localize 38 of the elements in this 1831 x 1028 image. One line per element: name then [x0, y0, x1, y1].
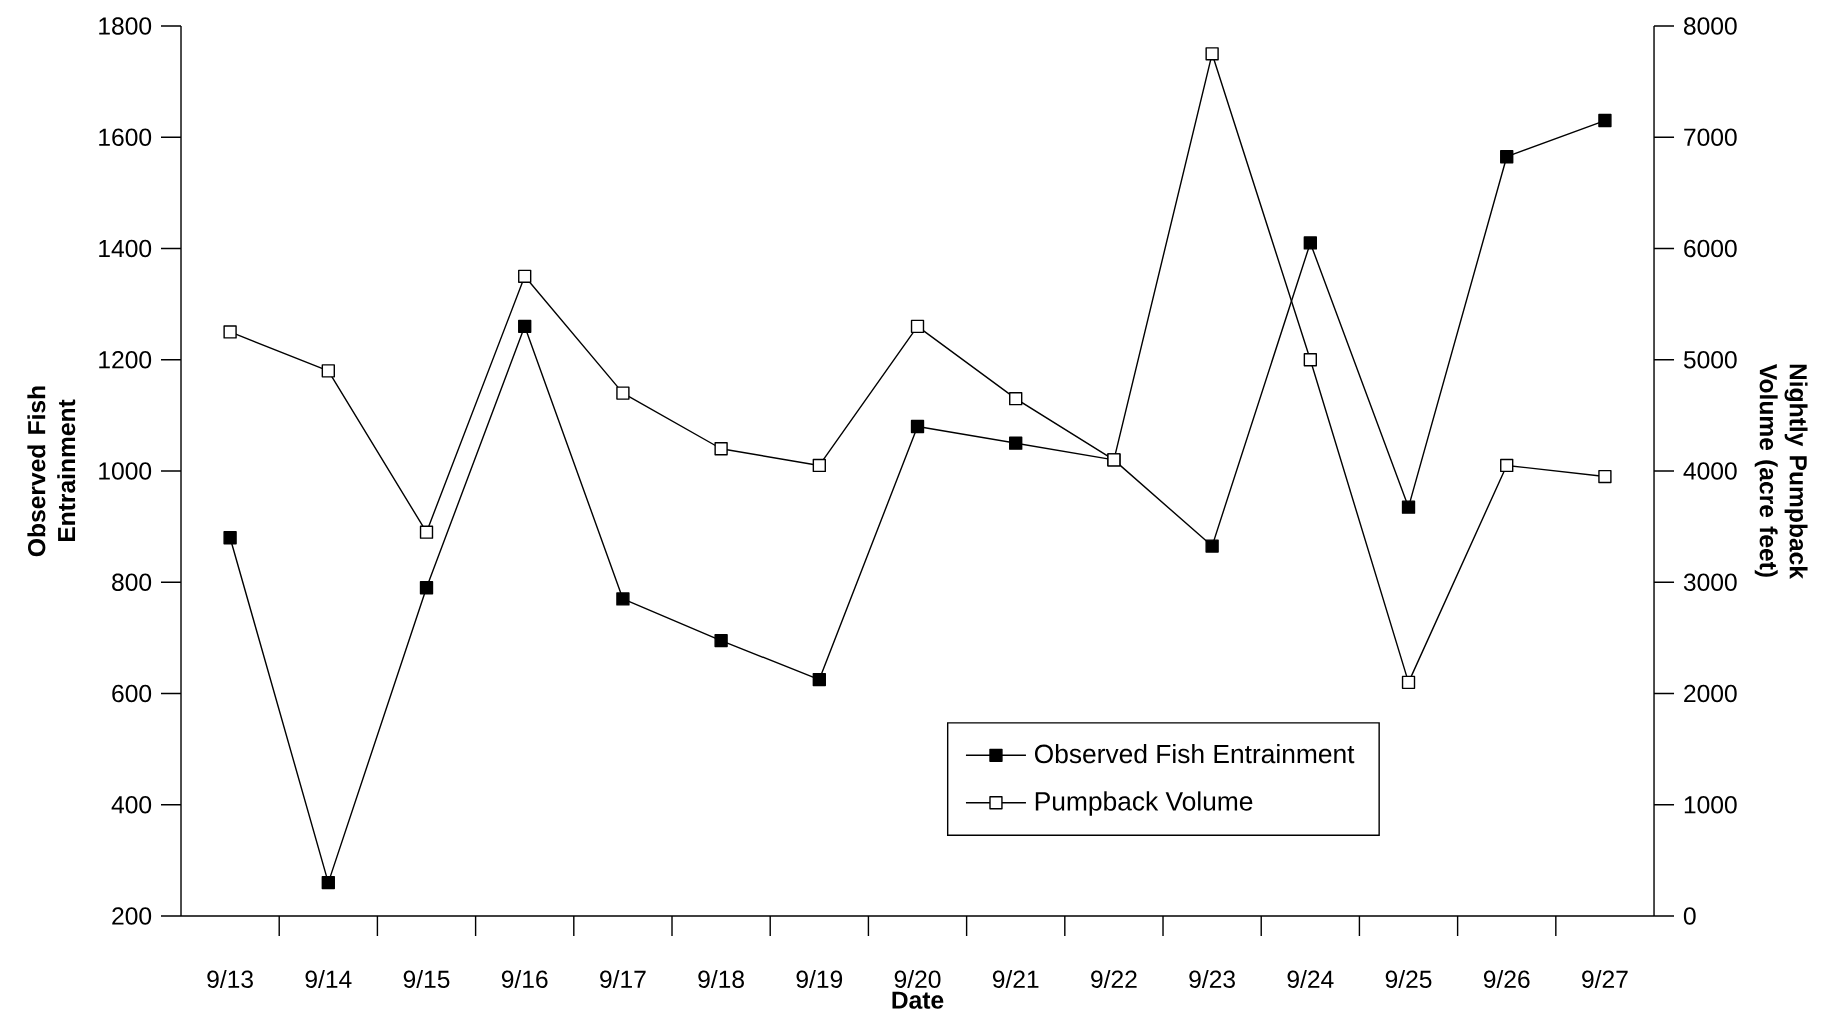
y-tick-label: 800	[112, 573, 152, 591]
y2-tick-label: 5000	[1683, 351, 1737, 369]
x-tick-label: 9/19	[796, 969, 843, 988]
y2-tick-label: 1000	[1684, 796, 1737, 814]
y-tick-label: 1800	[99, 17, 152, 35]
y2-tick-label: 6000	[1684, 239, 1737, 258]
x-tick-label: 9/21	[992, 969, 1039, 988]
y-tick-label: 1600	[99, 128, 152, 146]
y-tick-label: 200	[112, 907, 152, 925]
y-tick-label: 600	[112, 684, 152, 703]
x-tick-label: 9/24	[1287, 969, 1334, 988]
y-tick-label: 1400	[99, 239, 152, 258]
y-tick-label: 400	[111, 796, 152, 814]
x-tick-label: 9/22	[1091, 969, 1137, 988]
y2-tick-label: 0	[1683, 907, 1696, 925]
x-tick-label: 9/25	[1385, 969, 1432, 988]
y2-tick-label: 7000	[1684, 128, 1737, 146]
y2-tick-label: 8000	[1683, 17, 1737, 35]
x-tick-label: 9/13	[207, 969, 253, 988]
y2-tick-label: 3000	[1683, 573, 1737, 591]
y-tick-label: 1200	[99, 351, 152, 369]
x-tick-label: 9/15	[403, 969, 450, 988]
legend-label: Observed Fish Entrainment	[1034, 743, 1355, 764]
y2-axis-title: Nightly Pumpback Volume (acre feet)	[1754, 364, 1808, 579]
y2-tick-label: 2000	[1684, 684, 1737, 703]
x-axis-title: Date	[892, 991, 944, 1009]
y-axis-title: Observed Fish Entrainment	[27, 386, 76, 557]
legend-label: Pumpback Volume	[1035, 791, 1253, 816]
x-tick-label: 9/18	[698, 969, 744, 988]
x-tick-label: 9/27	[1582, 969, 1628, 988]
x-tick-label: 9/20	[894, 969, 941, 988]
y2-tick-label: 4000	[1683, 462, 1737, 480]
x-tick-label: 9/17	[600, 969, 646, 988]
x-tick-label: 9/26	[1483, 969, 1530, 988]
x-tick-label: 9/16	[501, 969, 548, 988]
x-tick-label: 9/14	[305, 969, 352, 988]
x-tick-label: 9/23	[1189, 969, 1235, 988]
y-tick-label: 1000	[99, 462, 152, 480]
